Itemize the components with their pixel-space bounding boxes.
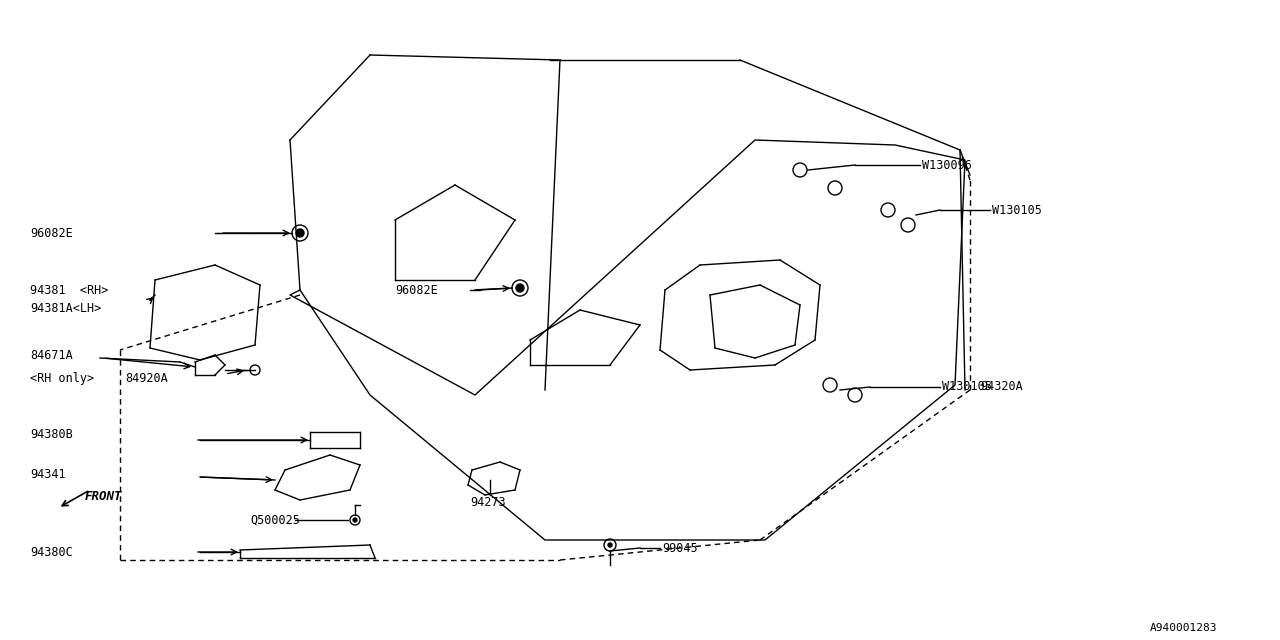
- Text: 94273: 94273: [470, 495, 506, 509]
- Text: <RH only>: <RH only>: [29, 371, 95, 385]
- Text: 96082E: 96082E: [396, 284, 438, 296]
- Text: FRONT: FRONT: [84, 490, 123, 504]
- Text: 94380B: 94380B: [29, 429, 73, 442]
- Text: 94341: 94341: [29, 468, 65, 481]
- Text: 99045: 99045: [662, 541, 698, 554]
- Text: W130105: W130105: [942, 381, 992, 394]
- Text: Q500025: Q500025: [250, 513, 300, 527]
- Circle shape: [296, 229, 305, 237]
- Text: 94320A: 94320A: [980, 381, 1023, 394]
- Text: A940001283: A940001283: [1149, 623, 1217, 633]
- Circle shape: [608, 543, 612, 547]
- Text: 94380C: 94380C: [29, 545, 73, 559]
- Circle shape: [353, 518, 357, 522]
- Text: 94381A<LH>: 94381A<LH>: [29, 301, 101, 314]
- Text: 84671A: 84671A: [29, 349, 73, 362]
- Text: 84920A: 84920A: [125, 371, 168, 385]
- Text: W130096: W130096: [922, 159, 972, 172]
- Text: W130105: W130105: [992, 204, 1042, 216]
- Circle shape: [516, 284, 524, 292]
- Text: 96082E: 96082E: [29, 227, 73, 239]
- Text: 94381  <RH>: 94381 <RH>: [29, 284, 109, 296]
